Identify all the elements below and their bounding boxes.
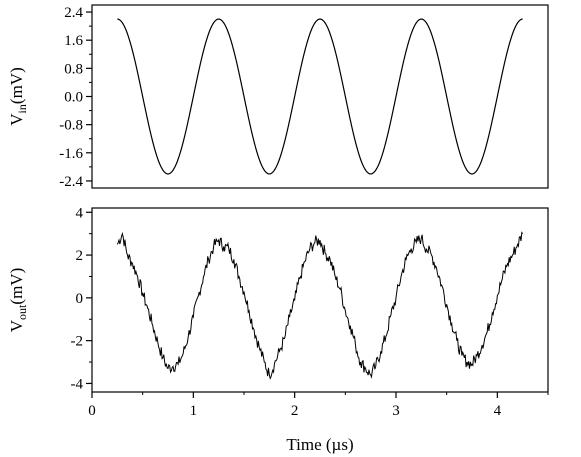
x-axis-label: Time (µs): [286, 435, 353, 454]
vout-y-ticks: -4 -2 0 2 4: [71, 205, 92, 392]
x-tick-label: 3: [392, 403, 400, 419]
vin-y-ticks: -2.4 -1.6 -0.8 0.0 0.8 1.6 2.4: [59, 5, 92, 190]
x-tick-label: 2: [291, 403, 299, 419]
vin-y-tick-label: 2.4: [64, 5, 83, 21]
vout-y-tick-label: 2: [76, 248, 84, 264]
vin-y-tick-label: -1.6: [59, 146, 83, 162]
vout-y-tick-label: -4: [71, 376, 84, 392]
vin-y-tick-label: -0.8: [59, 118, 83, 134]
vin-y-tick-label: 1.6: [64, 33, 83, 49]
vout-y-tick-label: 0: [76, 291, 84, 307]
vin-panel: -2.4 -1.6 -0.8 0.0 0.8 1.6 2.4 Vin(mV): [7, 4, 549, 190]
x-tick-label: 4: [494, 403, 502, 419]
vin-y-tick-label: -2.4: [59, 174, 83, 190]
vout-y-tick-label: 4: [76, 205, 84, 221]
vin-plot-frame: [91, 4, 549, 189]
vout-y-tick-label: -2: [71, 334, 84, 350]
x-tick-label: 0: [88, 403, 96, 419]
vin-y-axis-label: Vin(mV): [7, 67, 29, 125]
x-ticks: 0 1 2 3 4: [88, 392, 549, 419]
vout-series-line: [116, 231, 524, 380]
vin-series-line: [117, 18, 523, 175]
vout-panel: -4 -2 0 2 4 0 1 2 3 4 Vout(mV) Time (µs): [7, 205, 549, 454]
x-tick-label: 1: [190, 403, 198, 419]
vin-y-tick-label: 0.8: [64, 61, 83, 77]
vin-y-tick-label: 0.0: [64, 90, 83, 106]
vout-plot-frame: [91, 207, 549, 393]
vout-y-axis-label: Vout(mV): [7, 268, 29, 332]
